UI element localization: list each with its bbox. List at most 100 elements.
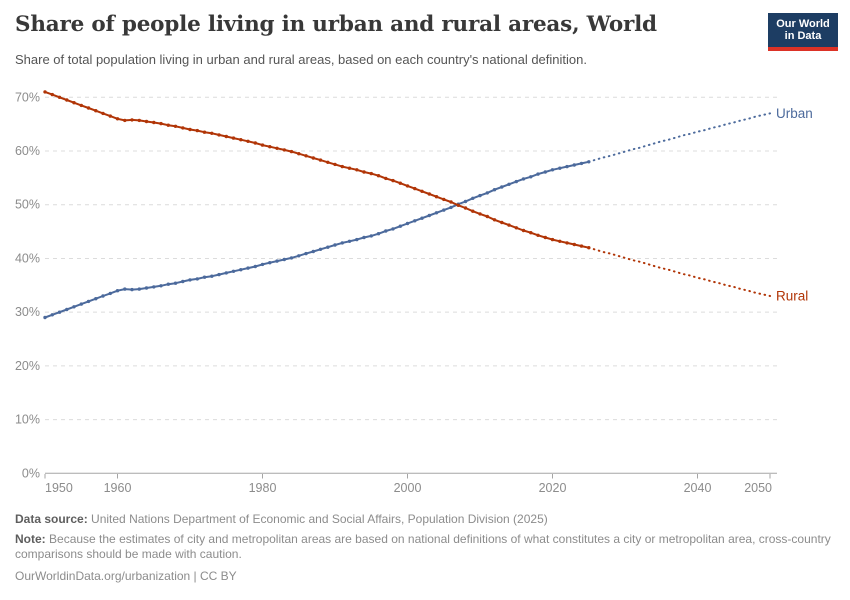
rural-data-point[interactable] [210, 131, 214, 135]
rural-data-point[interactable] [463, 206, 468, 210]
urban-data-point[interactable] [202, 275, 207, 279]
urban-data-point[interactable] [550, 168, 555, 172]
rural-data-point[interactable] [304, 154, 308, 158]
rural-data-point[interactable] [231, 136, 236, 140]
urban-data-point[interactable] [478, 193, 482, 198]
urban-data-point[interactable] [369, 234, 373, 238]
urban-data-point[interactable] [529, 175, 533, 179]
rural-data-point[interactable] [94, 109, 98, 113]
rural-data-point[interactable] [115, 117, 120, 121]
urban-data-point[interactable] [260, 262, 265, 267]
rural-data-point[interactable] [565, 241, 569, 245]
urban-data-point[interactable] [579, 161, 584, 166]
rural-data-point[interactable] [413, 186, 417, 191]
rural-data-point[interactable] [572, 242, 576, 247]
rural-data-point[interactable] [57, 95, 62, 99]
rural-data-point[interactable] [246, 139, 250, 143]
urban-data-point[interactable] [376, 232, 381, 236]
urban-data-point[interactable] [485, 191, 489, 195]
rural-data-point[interactable] [492, 218, 497, 222]
rural-data-point[interactable] [507, 223, 511, 227]
urban-data-point[interactable] [72, 305, 76, 309]
urban-data-point[interactable] [471, 196, 475, 200]
urban-data-point[interactable] [420, 216, 424, 220]
urban-data-point[interactable] [558, 166, 562, 170]
urban-data-point[interactable] [536, 172, 540, 176]
rural-data-point[interactable] [166, 123, 170, 127]
urban-series-line[interactable] [44, 160, 590, 319]
rural-data-point[interactable] [521, 228, 526, 233]
rural-data-point[interactable] [514, 226, 518, 230]
urban-data-point[interactable] [224, 271, 228, 275]
rural-data-point[interactable] [376, 174, 381, 178]
rural-data-point[interactable] [405, 184, 410, 188]
rural-data-point[interactable] [72, 101, 76, 105]
rural-data-point[interactable] [318, 158, 323, 162]
urban-data-point[interactable] [246, 266, 250, 270]
rural-data-point[interactable] [478, 212, 482, 216]
rural-data-point[interactable] [275, 146, 279, 150]
urban-data-point[interactable] [268, 261, 272, 265]
rural-data-point[interactable] [173, 124, 178, 128]
rural-data-point[interactable] [391, 178, 395, 183]
urban-data-point[interactable] [514, 179, 518, 184]
urban-data-point[interactable] [195, 277, 199, 281]
rural-data-point[interactable] [195, 128, 199, 133]
urban-data-point[interactable] [43, 315, 47, 320]
urban-data-point[interactable] [318, 247, 323, 251]
rural-data-point[interactable] [289, 149, 294, 154]
rural-data-point[interactable] [144, 119, 149, 124]
urban-data-point[interactable] [449, 205, 453, 210]
rural-data-point[interactable] [362, 170, 366, 174]
urban-data-point[interactable] [79, 302, 84, 306]
urban-data-point[interactable] [152, 285, 156, 289]
rural-data-point[interactable] [188, 127, 192, 132]
urban-data-point[interactable] [57, 310, 62, 314]
urban-data-point[interactable] [521, 177, 526, 181]
urban-data-point[interactable] [500, 185, 504, 189]
rural-data-point[interactable] [398, 181, 402, 185]
urban-data-point[interactable] [123, 287, 127, 291]
rural-data-point[interactable] [108, 114, 113, 118]
rural-data-point[interactable] [449, 200, 453, 204]
urban-data-point[interactable] [311, 249, 315, 254]
urban-projection-line[interactable] [587, 112, 771, 163]
urban-data-point[interactable] [181, 279, 185, 284]
rural-data-point[interactable] [253, 141, 257, 145]
rural-data-point[interactable] [260, 143, 265, 147]
urban-data-point[interactable] [304, 251, 308, 256]
rural-data-point[interactable] [384, 176, 388, 181]
urban-data-point[interactable] [442, 208, 446, 212]
rural-data-point[interactable] [529, 231, 533, 235]
rural-data-point[interactable] [543, 235, 547, 240]
urban-data-point[interactable] [507, 182, 511, 186]
urban-data-point[interactable] [333, 243, 337, 247]
rural-data-point[interactable] [86, 106, 91, 110]
rural-data-point[interactable] [50, 92, 54, 97]
urban-data-point[interactable] [188, 278, 192, 282]
rural-data-point[interactable] [181, 126, 185, 130]
rural-data-point[interactable] [333, 162, 337, 167]
rural-data-point[interactable] [152, 120, 156, 125]
urban-data-point[interactable] [427, 213, 431, 218]
rural-data-point[interactable] [217, 133, 221, 137]
urban-data-point[interactable] [347, 239, 352, 243]
owid-logo[interactable]: Our World in Data [768, 13, 838, 51]
rural-data-point[interactable] [434, 195, 439, 199]
urban-data-point[interactable] [384, 229, 388, 233]
urban-data-point[interactable] [137, 287, 141, 291]
rural-data-point[interactable] [297, 152, 301, 156]
urban-data-point[interactable] [231, 269, 236, 273]
rural-data-point[interactable] [123, 118, 127, 123]
urban-data-point[interactable] [463, 199, 468, 204]
rural-data-point[interactable] [485, 214, 489, 219]
rural-data-point[interactable] [355, 168, 359, 172]
urban-data-point[interactable] [275, 259, 279, 263]
urban-data-point[interactable] [108, 291, 113, 296]
urban-data-point[interactable] [210, 274, 214, 278]
owid-url-link[interactable]: OurWorldinData.org/urbanization [15, 568, 191, 583]
line-chart[interactable]: 0% 10% 20% 30% 40% 50% 60% 70% 1950 1960 1980 2000 2… [0, 80, 850, 505]
rural-data-point[interactable] [282, 148, 286, 152]
rural-data-point[interactable] [471, 209, 475, 213]
rural-data-point[interactable] [536, 233, 540, 237]
